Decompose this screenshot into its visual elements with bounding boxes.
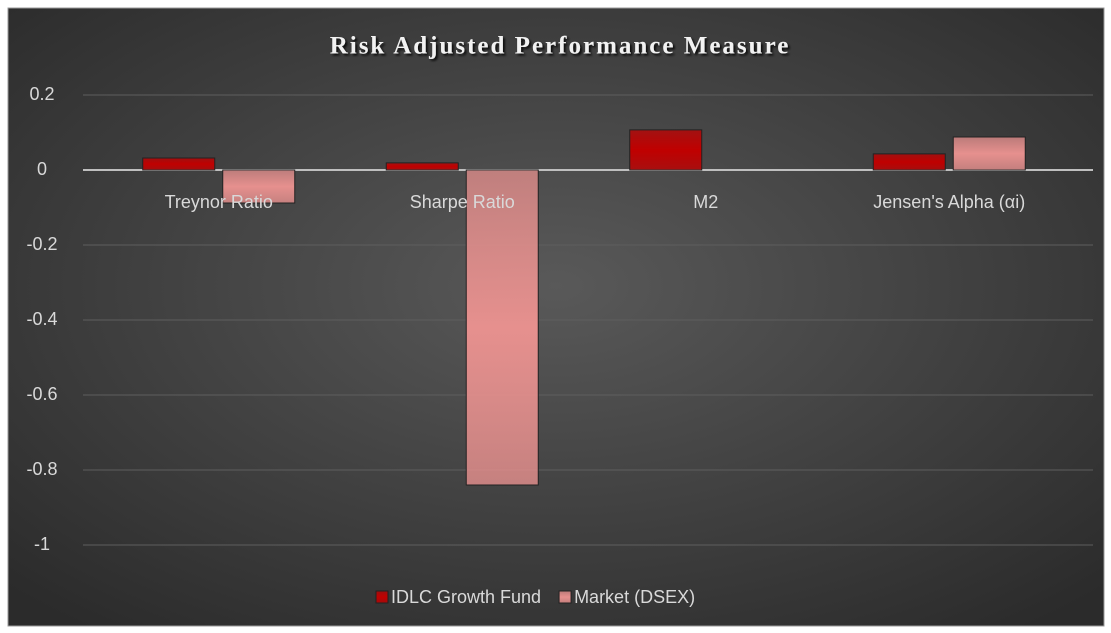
y-tick-label: -0.2: [26, 234, 57, 254]
bar: [222, 169, 296, 204]
bar: [142, 157, 216, 171]
x-tick-label: Jensen's Alpha (αi): [873, 192, 1025, 212]
legend-label: Market (DSEX): [574, 587, 695, 607]
legend-swatch: [558, 590, 572, 604]
y-tick-label: 0.2: [29, 84, 54, 104]
y-tick-label: -0.8: [26, 459, 57, 479]
legend-label: IDLC Growth Fund: [391, 587, 541, 607]
y-tick-label: -0.4: [26, 309, 57, 329]
chart-frame: [7, 7, 1105, 627]
chart-title: Risk Adjusted Performance Measure: [330, 33, 791, 60]
bar: [629, 129, 703, 171]
legend-swatch: [375, 590, 389, 604]
bar: [952, 136, 1026, 171]
y-tick-label: -0.6: [26, 384, 57, 404]
y-tick-label: 0: [37, 159, 47, 179]
bar: [385, 162, 459, 171]
y-tick-label: -1: [34, 534, 50, 554]
x-tick-label: M2: [693, 192, 718, 212]
x-tick-label: Sharpe Ratio: [410, 192, 515, 212]
x-tick-label: Treynor Ratio: [165, 192, 273, 212]
bar: [872, 153, 946, 171]
bar: [465, 169, 539, 486]
